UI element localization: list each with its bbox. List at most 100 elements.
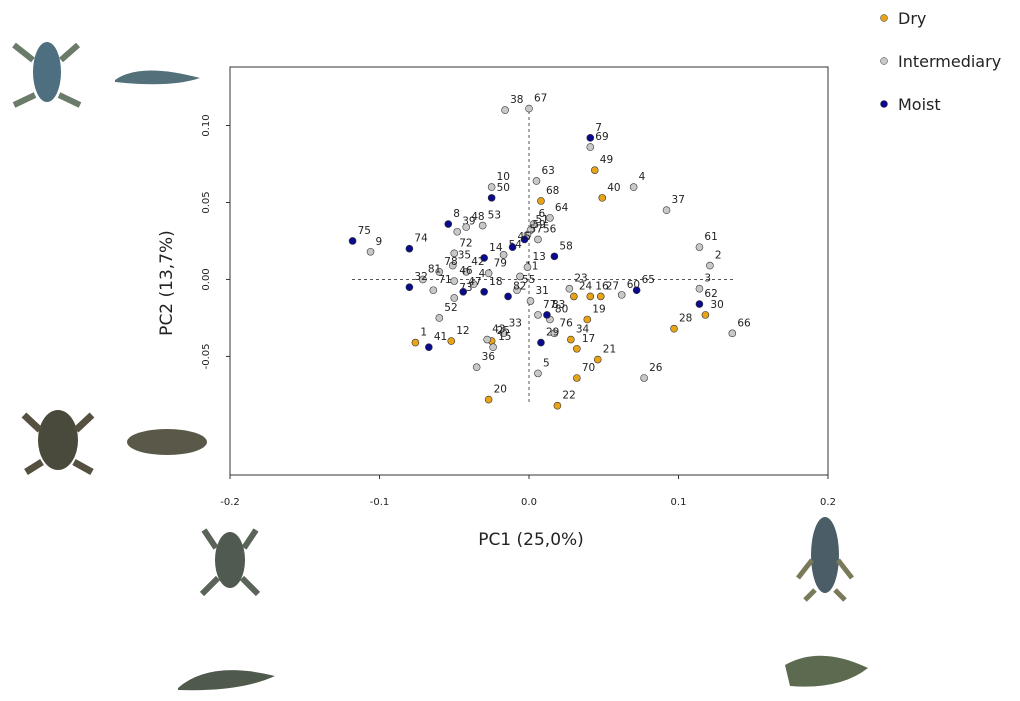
point-label: 3: [704, 273, 711, 285]
point-label: 8: [453, 208, 460, 220]
point: [586, 134, 595, 142]
point-label: 82: [513, 280, 526, 292]
point: [366, 247, 375, 256]
point: [695, 300, 704, 308]
point-label: 22: [562, 390, 575, 402]
point: [706, 261, 714, 270]
frog-photo: [21, 412, 95, 476]
point: [444, 220, 453, 228]
point-label: 78: [444, 256, 457, 268]
point: [537, 197, 545, 205]
point-label: 38: [510, 94, 523, 106]
point: [429, 286, 438, 295]
frog-photo: [215, 532, 245, 588]
frog-photo: [785, 655, 868, 687]
point: [480, 287, 488, 296]
frog-photo: [33, 42, 61, 102]
frog-photo: [178, 670, 275, 691]
point-label: 74: [414, 233, 428, 245]
point: [662, 206, 671, 214]
point: [435, 267, 444, 276]
point-label: 52: [444, 302, 457, 314]
point: [590, 166, 599, 174]
point: [596, 292, 605, 301]
point-label: 62: [704, 288, 717, 300]
point-label: 12: [456, 325, 469, 337]
point: [425, 343, 433, 352]
x-tick-label: -0.1: [370, 497, 390, 508]
point-label: 41: [434, 331, 447, 343]
point-label: 70: [582, 362, 595, 374]
point-label: 15: [498, 331, 511, 343]
point-label: 36: [482, 351, 496, 363]
point-label: 7: [595, 122, 602, 134]
point-label: 6: [538, 208, 545, 220]
point-label: 69: [595, 131, 608, 143]
point: [701, 311, 710, 319]
point-label: 1: [420, 327, 427, 339]
legend-marker: [880, 100, 888, 108]
point: [450, 277, 459, 285]
point-label: 77: [543, 299, 556, 311]
point-label: 47: [468, 276, 481, 288]
point: [550, 252, 559, 261]
point: [534, 369, 542, 378]
point-label: 26: [649, 362, 663, 374]
point: [450, 249, 459, 258]
point-label: 59: [533, 219, 546, 231]
x-tick-label: 0.0: [521, 497, 537, 508]
legend-marker: [880, 14, 888, 22]
point: [501, 106, 509, 114]
point: [405, 244, 414, 253]
point: [529, 220, 538, 228]
point: [513, 286, 521, 295]
point-label: 83: [552, 299, 565, 311]
point: [447, 337, 456, 345]
point-label: 24: [579, 280, 593, 292]
point-label: 53: [488, 210, 501, 222]
point-label: 33: [509, 317, 522, 329]
point: [573, 344, 581, 353]
point: [520, 235, 529, 244]
point: [543, 311, 551, 319]
point: [670, 324, 678, 333]
point: [695, 243, 704, 251]
point-label: 65: [642, 274, 655, 286]
point: [546, 214, 554, 222]
point-label: 55: [522, 274, 535, 286]
point-label: 17: [582, 333, 595, 345]
point-label: 16: [595, 280, 609, 292]
point: [537, 338, 545, 347]
point-label: 14: [489, 242, 503, 254]
point: [532, 177, 541, 185]
point: [508, 243, 517, 251]
legend-label: Moist: [898, 95, 941, 114]
point: [640, 374, 648, 382]
point: [453, 227, 462, 236]
frog-photo: [38, 410, 78, 470]
point-label: 28: [679, 313, 692, 325]
point-label: 23: [574, 273, 587, 285]
x-tick-label: 0.2: [820, 497, 836, 508]
point-label: 13: [533, 251, 546, 263]
point-label: 34: [576, 324, 590, 336]
legend-label: Intermediary: [898, 52, 1001, 71]
point-label: 20: [494, 384, 507, 396]
point-label: 58: [559, 240, 572, 252]
point-label: 51: [535, 214, 548, 226]
point: [450, 294, 459, 302]
point-label: 63: [541, 165, 554, 177]
y-tick-label: 0.10: [201, 114, 212, 136]
point: [448, 261, 457, 270]
point-label: 75: [358, 225, 371, 237]
y-axis-title: PC2 (13,7%): [157, 230, 177, 336]
point: [567, 335, 575, 344]
point-label: 18: [489, 276, 502, 288]
point: [629, 183, 638, 191]
point: [435, 314, 444, 322]
point-label: 66: [737, 317, 751, 329]
x-axis-title: PC1 (25,0%): [478, 530, 584, 550]
point-label: 80: [555, 303, 568, 315]
point: [487, 183, 496, 191]
